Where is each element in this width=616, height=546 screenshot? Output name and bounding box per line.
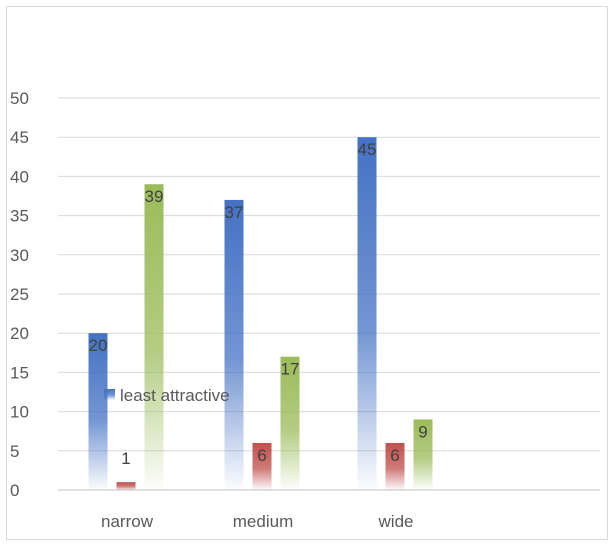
y-tick-label: 20 — [10, 324, 29, 343]
x-category-label: narrow — [101, 512, 154, 531]
y-tick-label: 50 — [10, 89, 29, 108]
bar-series-3-wide — [413, 419, 433, 490]
y-tick-label: 40 — [10, 167, 29, 186]
y-tick-label: 25 — [10, 285, 29, 304]
data-label: 6 — [390, 446, 399, 465]
data-label: 37 — [225, 203, 244, 222]
labels-layer: 0 5 10 15 20 25 30 35 40 45 50 narrow 20 1 39 medium 37 6… — [10, 89, 428, 531]
data-label: 17 — [281, 360, 300, 379]
bar-series-2-wide — [385, 442, 405, 490]
y-tick-label: 45 — [10, 128, 29, 147]
bar-series-2-narrow — [116, 482, 136, 490]
y-tick-label: 35 — [10, 207, 29, 226]
legend-swatch — [104, 389, 115, 400]
x-category-label: medium — [233, 512, 293, 531]
data-label: 20 — [89, 336, 108, 355]
legend-label: least attractive — [120, 386, 230, 405]
bar-series-1-medium — [224, 199, 244, 491]
data-label: 39 — [145, 187, 164, 206]
data-label: 9 — [418, 422, 427, 441]
legend: least attractive — [104, 386, 230, 405]
bar-series-3-medium — [280, 356, 300, 490]
x-category-label: wide — [378, 512, 414, 531]
grid-layer — [58, 97, 600, 491]
y-tick-label: 30 — [10, 246, 29, 265]
data-label: 45 — [358, 140, 377, 159]
bar-series-3-narrow — [144, 184, 164, 491]
data-label: 1 — [121, 449, 130, 468]
bar-series-2-medium — [252, 442, 272, 490]
bar-series-1-narrow — [88, 333, 108, 490]
y-tick-label: 0 — [10, 481, 19, 500]
data-label: 6 — [257, 446, 266, 465]
bar-series-1-wide — [357, 137, 377, 490]
bars-layer — [88, 137, 433, 491]
y-tick-label: 5 — [10, 442, 19, 461]
y-tick-label: 10 — [10, 403, 29, 422]
y-tick-label: 15 — [10, 363, 29, 382]
